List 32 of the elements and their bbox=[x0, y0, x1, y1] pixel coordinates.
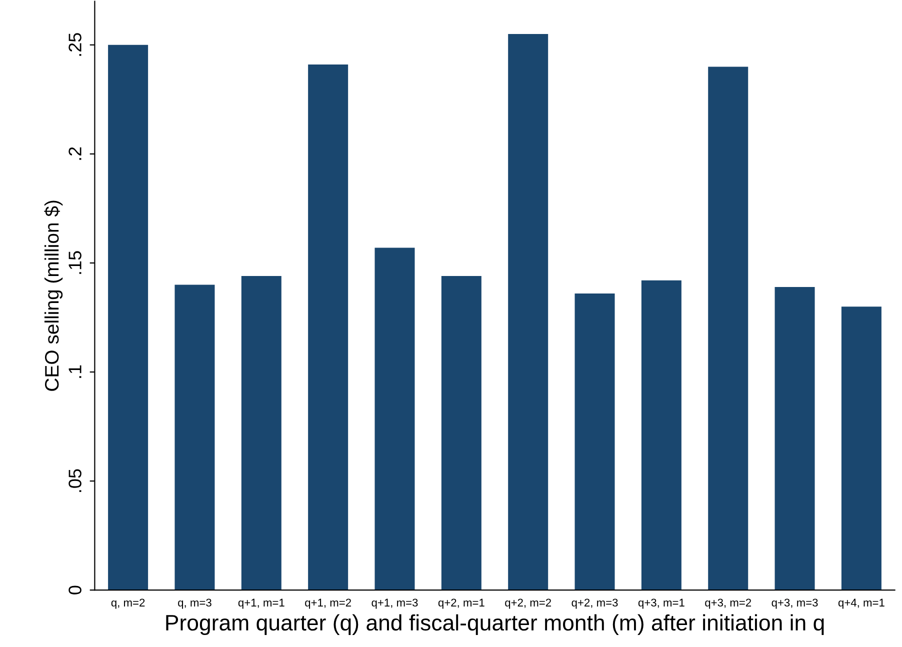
bar bbox=[774, 286, 815, 590]
x-tick-label: q, m=2 bbox=[111, 598, 145, 609]
x-tick-label: q, m=3 bbox=[178, 598, 212, 609]
bar bbox=[641, 280, 682, 590]
bar bbox=[108, 44, 148, 590]
y-tick-label: 0 bbox=[68, 586, 82, 594]
bar bbox=[574, 294, 615, 590]
x-axis-title: Program quarter (q) and fiscal-quarter month (m) after initiation in q bbox=[166, 614, 824, 636]
y-axis-title: CEO selling (million $) bbox=[44, 200, 63, 391]
x-tick-label: q+4, m=1 bbox=[838, 598, 884, 609]
x-tick-label: q+1, m=3 bbox=[372, 598, 418, 609]
x-tick-label: q+1, m=2 bbox=[305, 598, 351, 609]
y-tick-label: .15 bbox=[68, 251, 82, 274]
y-tick-label: .05 bbox=[68, 469, 82, 492]
bar bbox=[708, 66, 748, 590]
bar bbox=[308, 64, 348, 590]
y-tick-label: .2 bbox=[68, 147, 82, 160]
x-tick-label: q+3, m=3 bbox=[772, 598, 818, 609]
x-tick-label: q+3, m=1 bbox=[638, 598, 684, 609]
bar bbox=[241, 276, 282, 590]
bar bbox=[441, 276, 482, 590]
bar bbox=[174, 284, 215, 590]
x-tick-label: q+3, m=2 bbox=[705, 598, 752, 609]
x-tick-label: q+2, m=3 bbox=[572, 598, 618, 609]
x-tick-label: q+2, m=2 bbox=[505, 598, 551, 609]
bar bbox=[841, 306, 882, 590]
x-tick-label: q+2, m=1 bbox=[438, 598, 484, 609]
y-tick-label: .1 bbox=[68, 365, 82, 378]
y-tick-label: .25 bbox=[68, 33, 82, 56]
bar bbox=[374, 248, 415, 590]
bar bbox=[508, 34, 548, 590]
x-tick-label: q+1, m=1 bbox=[238, 598, 284, 609]
